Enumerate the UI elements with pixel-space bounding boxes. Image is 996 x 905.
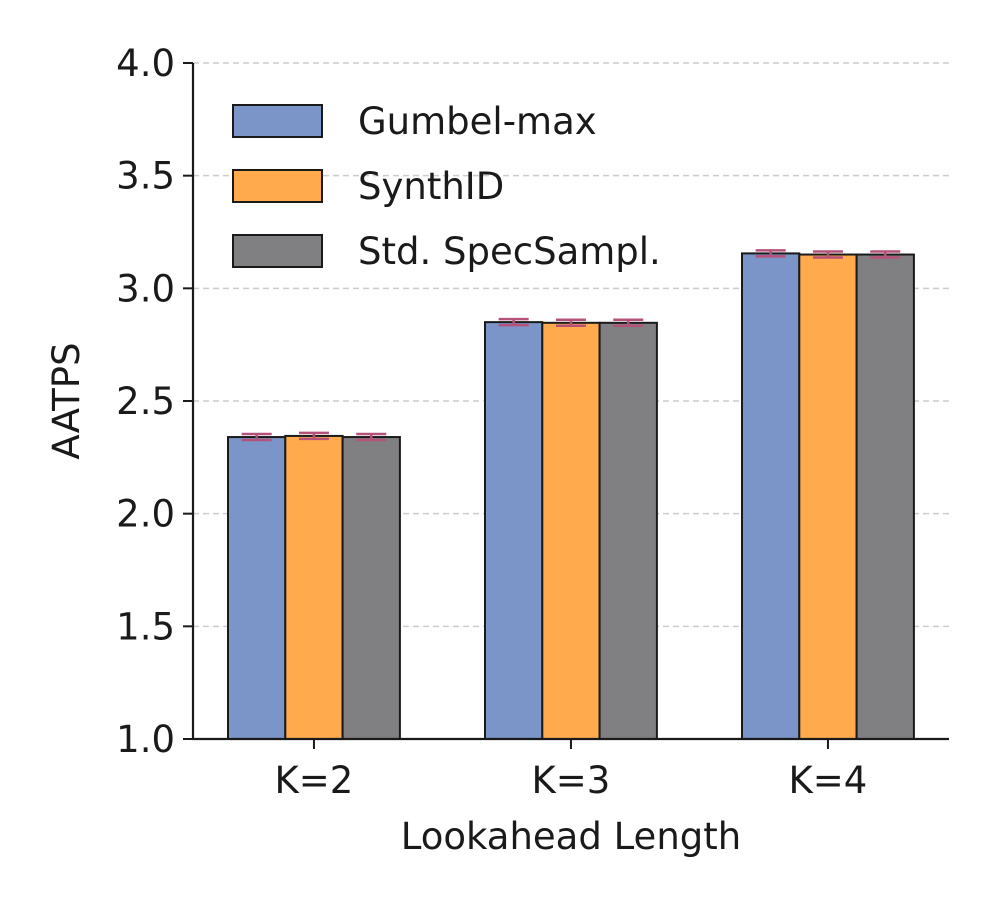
y-tick-label: 1.0 [116, 718, 175, 761]
bar [484, 321, 544, 740]
y-ticks: 1.0 1.5 2.0 2.5 3.0 3.5 4.0 [116, 42, 193, 761]
x-tick-label: K=4 [789, 759, 868, 802]
x-tick-label: K=2 [275, 759, 354, 802]
bars [227, 249, 915, 741]
legend-label: SynthID [358, 165, 504, 208]
bar [227, 436, 287, 740]
y-axis-title: AATPS [45, 342, 88, 459]
bar [798, 253, 858, 741]
legend-swatch [232, 169, 323, 203]
legend-label: Gumbel-max [358, 100, 597, 143]
bar [284, 434, 344, 740]
y-tick-label: 2.0 [116, 493, 175, 536]
y-tick-label: 4.0 [116, 42, 175, 85]
x-tick-label: K=3 [532, 759, 611, 802]
bar [541, 321, 601, 740]
bar [741, 252, 801, 740]
bar [855, 253, 915, 741]
legend: Gumbel-max SynthID Std. SpecSampl. [232, 100, 661, 273]
y-tick-label: 3.0 [116, 267, 175, 310]
legend-swatch [232, 104, 323, 138]
y-tick-label: 1.5 [116, 605, 175, 648]
legend-swatch [232, 234, 323, 268]
x-axis-title: Lookahead Length [401, 815, 741, 858]
bar [598, 321, 658, 740]
bar [341, 436, 401, 740]
x-ticks: K=2 K=3 K=4 [275, 739, 868, 802]
legend-label: Std. SpecSampl. [358, 230, 661, 273]
y-tick-label: 3.5 [116, 155, 175, 198]
y-tick-label: 2.5 [116, 380, 175, 423]
